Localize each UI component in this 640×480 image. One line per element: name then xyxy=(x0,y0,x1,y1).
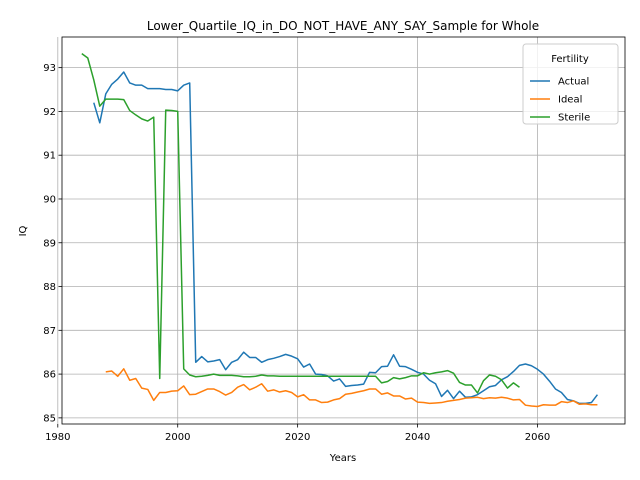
series-line-sterile xyxy=(81,53,520,394)
y-tick-label: 91 xyxy=(43,151,56,162)
series-line-ideal xyxy=(105,368,598,408)
y-tick-label: 88 xyxy=(43,282,56,293)
series-layer xyxy=(81,53,599,408)
legend-label-ideal: Ideal xyxy=(558,95,582,106)
legend-title: Fertility xyxy=(551,54,589,65)
y-tick-label: 87 xyxy=(43,326,56,337)
chart-title: Lower_Quartile_IQ_in_DO_NOT_HAVE_ANY_SAY… xyxy=(147,19,539,33)
x-tick-label: 2020 xyxy=(285,432,310,443)
grid xyxy=(57,37,625,424)
y-tick-label: 90 xyxy=(43,194,56,205)
plot-frame xyxy=(61,36,626,425)
x-axis-label: Years xyxy=(329,453,356,464)
legend-items: Actual Ideal Sterile xyxy=(530,77,590,124)
y-tick-label: 85 xyxy=(43,413,56,424)
y-tick-label: 93 xyxy=(43,63,56,74)
x-tick-label: 2040 xyxy=(405,432,430,443)
legend: Fertility Actual Ideal Sterile xyxy=(522,43,619,125)
y-tick-label: 89 xyxy=(43,238,56,249)
x-axis-ticks: 1980 2000 2020 2040 2060 xyxy=(45,424,550,443)
y-tick-label: 86 xyxy=(43,370,56,381)
legend-label-actual: Actual xyxy=(558,77,589,88)
series-line-actual xyxy=(93,71,599,405)
legend-box xyxy=(522,43,619,125)
x-tick-label: 2060 xyxy=(525,432,550,443)
legend-label-sterile: Sterile xyxy=(558,113,590,124)
x-tick-label: 2000 xyxy=(165,432,190,443)
y-axis-ticks: 85 86 87 88 89 90 91 92 93 xyxy=(43,63,62,424)
x-tick-label: 1980 xyxy=(45,432,70,443)
y-axis-label: IQ xyxy=(18,225,29,236)
y-tick-label: 92 xyxy=(43,107,56,118)
